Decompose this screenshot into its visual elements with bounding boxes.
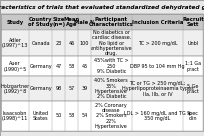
Text: Canada: Canada — [31, 41, 50, 46]
Text: 100: 100 — [80, 41, 89, 46]
Text: 54: 54 — [81, 113, 88, 118]
Text: 5 Ge
pract: 5 Ge pract — [187, 84, 200, 94]
Text: Recruit
Sett: Recruit Sett — [182, 17, 204, 27]
Bar — [1, 56, 203, 76]
Text: 58: 58 — [69, 113, 75, 118]
Text: 23: 23 — [56, 41, 62, 46]
Text: Auer
(1990)^5: Auer (1990)^5 — [3, 61, 27, 72]
Text: 2% Coronary
disease
2% Smokers
22%
Hypertensive: 2% Coronary disease 2% Smokers 22% Hyper… — [95, 103, 128, 129]
Bar — [0, 0, 204, 14]
Text: Germany: Germany — [29, 86, 52, 91]
Text: Holzgartner
(1992)^8: Holzgartner (1992)^8 — [0, 84, 30, 94]
Text: 45%with TC >
250
9% Diabetic: 45%with TC > 250 9% Diabetic — [94, 58, 129, 74]
Text: Spec
clin: Spec clin — [187, 111, 199, 121]
Text: 50: 50 — [56, 113, 62, 118]
Text: Male %: Male % — [74, 20, 95, 25]
Text: LDL > 160 mg/dL and TG <
350 mg/dL: LDL > 160 mg/dL and TG < 350 mg/dL — [124, 111, 191, 121]
Text: Unbl: Unbl — [187, 41, 199, 46]
Text: DBP 95 to 104 mm Hg: DBP 95 to 104 mm Hg — [130, 64, 185, 69]
Text: Adler
(1997)^13: Adler (1997)^13 — [2, 38, 28, 48]
Text: United
States: United States — [33, 111, 49, 121]
Text: 47: 47 — [56, 64, 62, 69]
Bar — [1, 76, 203, 101]
Text: No diabetics or
cardiac disease.
No lipid or
antihypertensive
drug.: No diabetics or cardiac disease. No lipi… — [91, 30, 132, 56]
Text: Table 5. Characteristics of trials that evaluated standardized dehydrated garlic: Table 5. Characteristics of trials that … — [0, 5, 204, 10]
Text: TC or TG > 250 mg/dL;
Hyperlipoproteinaemia types
IIa, IIb, or IV: TC or TG > 250 mg/dL; Hyperlipoproteinae… — [122, 81, 193, 97]
Text: 57: 57 — [69, 86, 75, 91]
Text: 39: 39 — [81, 86, 88, 91]
Bar — [1, 14, 203, 30]
Text: 58: 58 — [69, 64, 75, 69]
Bar — [1, 14, 203, 131]
Text: Participant
Characteristics: Participant Characteristics — [89, 17, 134, 27]
Text: Germany: Germany — [29, 64, 52, 69]
Text: 98: 98 — [56, 86, 62, 91]
Text: Isaacsobn
(1998)^11: Isaacsobn (1998)^11 — [2, 111, 28, 121]
Text: 1:1 Ga
pract: 1:1 Ga pract — [185, 61, 201, 72]
Text: Mean
Age: Mean Age — [64, 17, 80, 27]
Text: 40% Smokers
35%
Hypertensive
2% Diabetic: 40% Smokers 35% Hypertensive 2% Diabetic — [94, 78, 128, 99]
Text: Inclusion Criteria: Inclusion Criteria — [132, 20, 183, 25]
Text: TC > 200 mg/dL: TC > 200 mg/dL — [138, 41, 177, 46]
Text: Study: Study — [7, 20, 24, 25]
Text: 46: 46 — [69, 41, 75, 46]
Bar — [1, 30, 203, 56]
Text: Country
of Study: Country of Study — [28, 17, 53, 27]
Text: Size
(n=): Size (n=) — [52, 17, 65, 27]
Text: 45: 45 — [81, 64, 88, 69]
Bar — [1, 101, 203, 131]
